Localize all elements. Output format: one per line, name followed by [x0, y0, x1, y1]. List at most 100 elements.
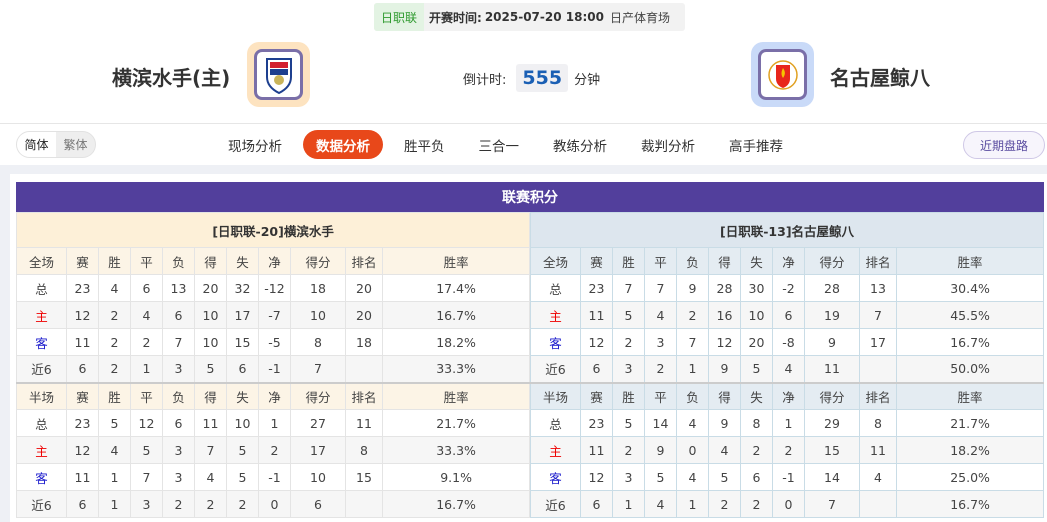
- cell: -8: [772, 328, 805, 356]
- column-header: 赛: [580, 247, 613, 275]
- cell: 33.3%: [381, 355, 531, 383]
- cell: 15: [804, 436, 860, 464]
- cell: 6: [740, 463, 773, 491]
- cell: 10: [194, 301, 227, 329]
- kickoff-time: 2025-07-20 18:00: [484, 10, 604, 24]
- cell: 1: [258, 409, 291, 437]
- column-header: 失: [226, 381, 259, 410]
- column-header: 排名: [859, 381, 897, 410]
- cell: 16.7%: [895, 328, 1045, 356]
- cell: 3: [612, 355, 645, 383]
- column-header: 胜: [98, 381, 131, 410]
- cell: 32: [226, 274, 259, 302]
- column-header: 得分: [290, 381, 346, 410]
- tab-4[interactable]: 教练分析: [553, 138, 607, 155]
- cell: 2: [740, 490, 773, 518]
- cell: 0: [676, 436, 709, 464]
- tab-5[interactable]: 裁判分析: [641, 138, 695, 155]
- cell: 10: [194, 328, 227, 356]
- cell: 3: [612, 463, 645, 491]
- cell: 2: [194, 490, 227, 518]
- column-header: 排名: [345, 247, 383, 275]
- cell: 20: [194, 274, 227, 302]
- table-row: 主 12 4 5 3 7 5 2 17 8 33.3%: [16, 436, 531, 464]
- cell: 13: [859, 274, 897, 302]
- cell: -5: [258, 328, 291, 356]
- cell: 8: [740, 409, 773, 437]
- cell: 11: [804, 355, 860, 383]
- cell: 12: [66, 436, 99, 464]
- cell: 2: [98, 301, 131, 329]
- row-label: 客: [16, 328, 67, 356]
- cell: 6: [580, 490, 613, 518]
- away-team-name[interactable]: 名古屋鲸八: [830, 66, 930, 90]
- league-badge[interactable]: 日职联: [374, 3, 425, 31]
- cell: -1: [258, 463, 291, 491]
- column-header: 胜: [612, 247, 645, 275]
- cell: [345, 355, 383, 383]
- tab-6[interactable]: 高手推荐: [729, 138, 783, 155]
- tab-1[interactable]: 数据分析: [303, 130, 383, 159]
- cell: 0: [258, 490, 291, 518]
- column-header: 得分: [290, 247, 346, 275]
- cell: 5: [644, 463, 677, 491]
- column-header: 全场: [16, 247, 67, 275]
- recent-odds-button[interactable]: 近期盘路: [963, 131, 1045, 159]
- table-row: 总 23 4 6 13 20 32 -12 18 20 17.4%: [16, 274, 531, 302]
- cell: 11: [859, 436, 897, 464]
- column-header: 平: [644, 381, 677, 410]
- cell: 18: [290, 274, 346, 302]
- cell: 3: [644, 328, 677, 356]
- row-label: 总: [530, 274, 581, 302]
- away-team-logo[interactable]: [751, 42, 814, 107]
- cell: 2: [772, 436, 805, 464]
- home-team-name[interactable]: 横滨水手(主): [112, 66, 231, 90]
- analysis-tabs: 现场分析 数据分析 胜平负 三合一 教练分析 裁判分析 高手推荐: [215, 130, 804, 159]
- cell: 28: [708, 274, 741, 302]
- cell: 4: [130, 301, 163, 329]
- cell: 3: [162, 355, 195, 383]
- table-row: 主 12 2 4 6 10 17 -7 10 20 16.7%: [16, 301, 531, 329]
- full-header-row: 全场赛胜平负得失净得分 排名 胜率: [16, 247, 531, 275]
- column-header: 平: [644, 247, 677, 275]
- cell: 30: [740, 274, 773, 302]
- cell: 2: [676, 301, 709, 329]
- language-toggle[interactable]: 简体 繁体: [16, 131, 96, 158]
- cell: 10: [290, 463, 346, 491]
- cell: 12: [580, 463, 613, 491]
- column-header: 负: [162, 247, 195, 275]
- column-header: 得分: [804, 247, 860, 275]
- tab-3[interactable]: 三合一: [478, 138, 520, 155]
- cell: 4: [644, 490, 677, 518]
- away-standings-table: [日职联-13]名古屋鲸八 全场赛胜平负得失净得分 排名 胜率总 23 7 7 9 28 30 -2…: [529, 212, 1045, 518]
- column-header: 胜率: [895, 381, 1045, 410]
- cell: 15: [345, 463, 383, 491]
- tab-2[interactable]: 胜平负: [404, 138, 445, 155]
- cell: 11: [66, 328, 99, 356]
- cell: 20: [345, 274, 383, 302]
- lang-traditional[interactable]: 繁体: [63, 138, 88, 152]
- cell: 6: [226, 355, 259, 383]
- cell: 27: [290, 409, 346, 437]
- row-label: 总: [530, 409, 581, 437]
- cell: 7: [194, 436, 227, 464]
- home-team-logo[interactable]: [247, 42, 310, 107]
- cell: 7: [290, 355, 346, 383]
- row-label: 总: [16, 409, 67, 437]
- lang-simplified[interactable]: 简体: [17, 132, 56, 157]
- cell: 3: [162, 463, 195, 491]
- column-header: 胜: [612, 381, 645, 410]
- column-header: 净: [772, 247, 805, 275]
- row-label: 主: [16, 301, 67, 329]
- column-header: 胜率: [381, 247, 531, 275]
- row-label: 主: [530, 301, 581, 329]
- tab-0[interactable]: 现场分析: [228, 138, 282, 155]
- cell: 21.7%: [895, 409, 1045, 437]
- cell: 2: [98, 328, 131, 356]
- cell: 6: [772, 301, 805, 329]
- cell: 2: [98, 355, 131, 383]
- cell: 4: [859, 463, 897, 491]
- cell: 9: [708, 409, 741, 437]
- table-row: 客 11 2 2 7 10 15 -5 8 18 18.2%: [16, 328, 531, 356]
- cell: 10: [740, 301, 773, 329]
